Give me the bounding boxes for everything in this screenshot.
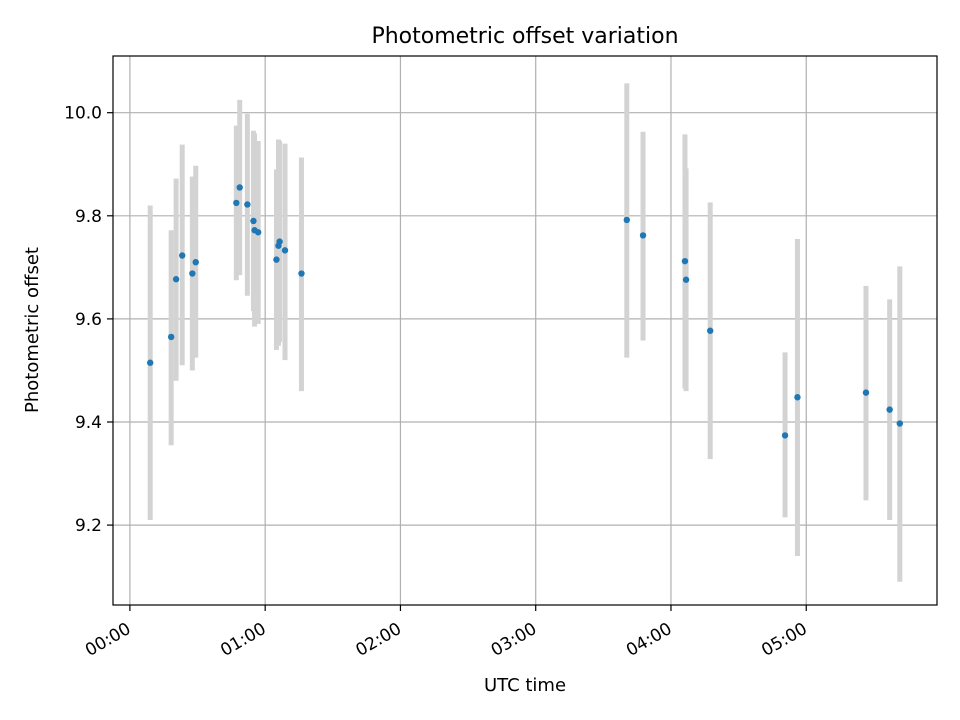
x-axis-label: UTC time xyxy=(484,675,566,696)
data-point xyxy=(623,216,630,224)
data-point xyxy=(146,359,154,366)
y-axis-label: Photometric offset xyxy=(22,247,43,413)
data-point xyxy=(189,270,196,277)
data-point xyxy=(167,333,175,341)
data-point xyxy=(179,252,186,259)
plot-frame xyxy=(112,55,938,606)
data-point xyxy=(281,247,289,254)
y-tick-label: 9.8 xyxy=(75,207,102,227)
chart-title: Photometric offset variation xyxy=(371,24,678,49)
data-point xyxy=(781,432,789,439)
data-point xyxy=(172,276,180,283)
data-point xyxy=(273,256,280,263)
data-point xyxy=(244,201,251,208)
data-point xyxy=(236,184,243,191)
data-point xyxy=(233,199,240,207)
data-point xyxy=(639,232,647,239)
y-tick-label: 9.2 xyxy=(75,516,102,536)
data-point xyxy=(192,258,199,266)
data-point xyxy=(298,270,305,277)
data-point xyxy=(862,389,870,396)
data-point xyxy=(254,229,262,236)
y-tick-label: 10.0 xyxy=(64,104,102,124)
data-point xyxy=(250,217,257,225)
y-tick-label: 9.6 xyxy=(75,310,102,330)
data-points xyxy=(146,184,904,439)
data-point xyxy=(682,276,690,283)
data-point xyxy=(707,327,714,334)
data-point xyxy=(896,420,904,427)
data-point xyxy=(794,394,801,401)
data-point xyxy=(681,257,689,265)
data-point xyxy=(886,406,893,413)
data-point xyxy=(276,238,283,245)
y-tick-label: 9.4 xyxy=(75,413,102,433)
